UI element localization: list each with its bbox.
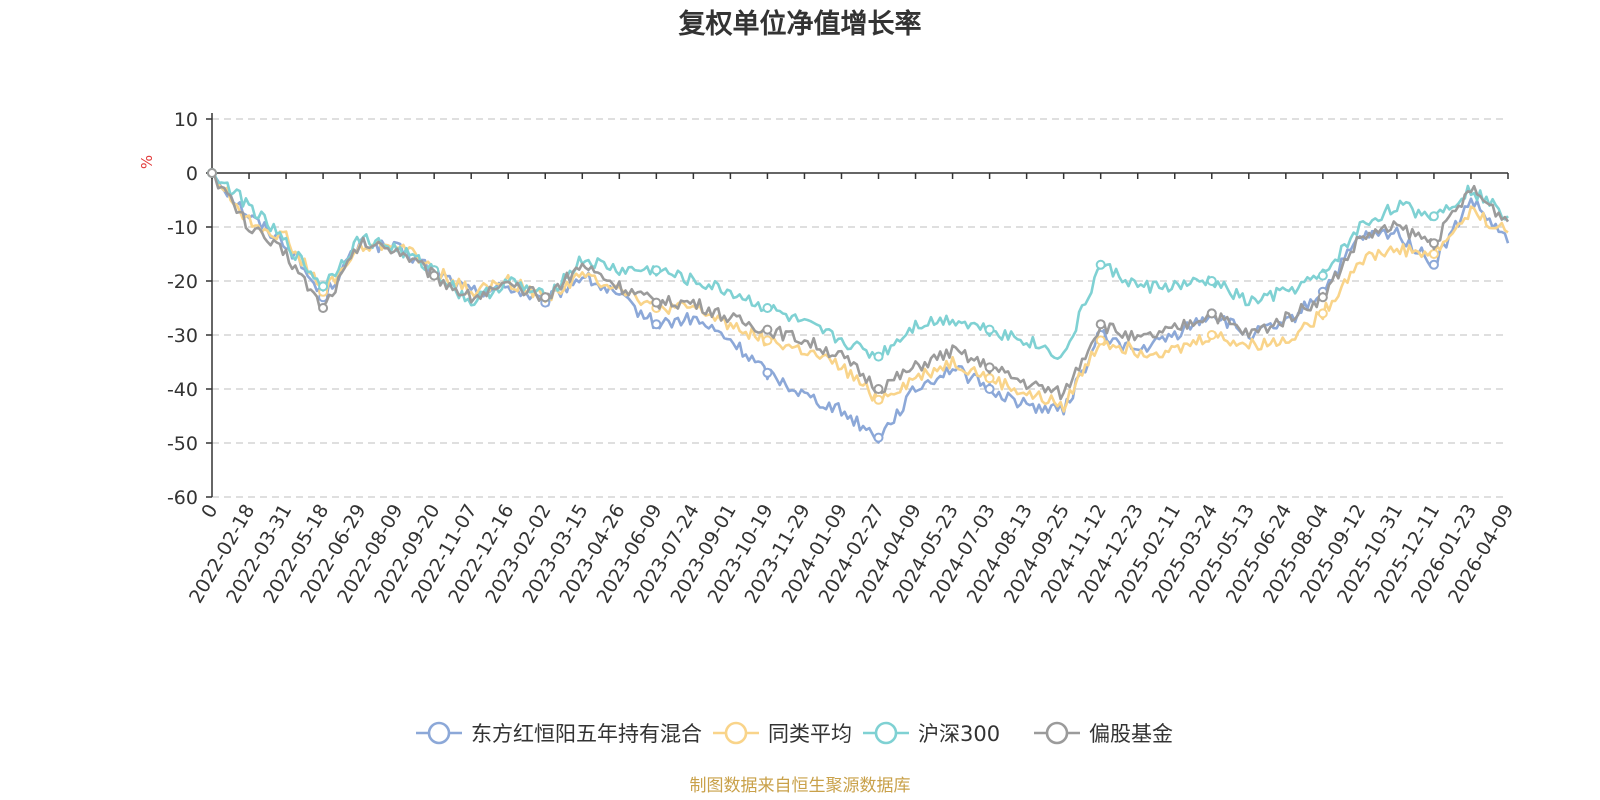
series-point [1206, 308, 1217, 319]
legend-label: 同类平均 [768, 722, 852, 746]
series-point [1206, 330, 1217, 340]
series-line [211, 172, 1509, 361]
series-lines [207, 168, 1510, 444]
series-point [651, 265, 662, 276]
x-tick-label: 0 [197, 501, 222, 522]
y-axis: 10 0 -10 -20 -30 -40 -50 -60 [167, 109, 213, 509]
series-point [984, 362, 995, 373]
y-tick-label: -60 [167, 487, 198, 509]
y-tick-label: -30 [167, 325, 198, 347]
series-point [1428, 249, 1439, 259]
series-point [318, 303, 329, 313]
legend-item[interactable]: 东方红恒阳五年持有混合 [416, 721, 702, 746]
series-point [1428, 238, 1439, 249]
series-point [1206, 276, 1217, 286]
legend-marker [724, 721, 748, 745]
series-point [984, 384, 995, 394]
grid-lines [212, 118, 1508, 498]
series-point [1317, 270, 1328, 281]
legend-item[interactable]: 同类平均 [713, 721, 852, 746]
series-line [211, 172, 1510, 444]
y-tick-label: -50 [167, 433, 198, 455]
y-tick-label: -40 [167, 379, 198, 401]
series-point [429, 270, 440, 281]
series-point [207, 168, 217, 178]
series-point [1095, 259, 1106, 270]
legend-marker [1045, 721, 1069, 745]
series-point [762, 335, 773, 346]
chart-title: 复权单位净值增长率 [679, 8, 922, 40]
source-note: 制图数据来自恒生聚源数据库 [690, 776, 911, 796]
legend-item[interactable]: 偏股基金 [1034, 721, 1173, 746]
y-tick-label: -10 [167, 217, 198, 239]
series-point [651, 297, 662, 308]
legend[interactable]: 东方红恒阳五年持有混合 同类平均 沪深300 偏股基金 [416, 721, 1173, 746]
y-tick-label: 10 [174, 109, 198, 131]
x-axis: 02022-02-182022-03-312022-05-182022-06-2… [185, 172, 1518, 607]
series-point [984, 373, 995, 384]
series-point [540, 292, 551, 303]
series-point [984, 324, 995, 335]
series-line [210, 172, 1510, 401]
legend-label: 偏股基金 [1089, 722, 1173, 746]
series-point [762, 303, 773, 313]
series-point [651, 319, 662, 330]
series-point [1317, 308, 1328, 319]
legend-marker [874, 721, 898, 745]
series-point [1095, 319, 1106, 330]
series-point [873, 394, 884, 405]
legend-label: 沪深300 [918, 722, 1000, 746]
series-point [1317, 292, 1328, 303]
series-point [1428, 259, 1439, 270]
series-point [762, 367, 773, 378]
series-point [873, 351, 884, 362]
legend-item[interactable]: 沪深300 [863, 721, 1000, 746]
y-tick-label: 0 [186, 163, 198, 185]
y-tick-label: -20 [167, 271, 198, 293]
legend-marker [427, 721, 451, 745]
series-point [318, 281, 329, 292]
y-axis-unit: % [138, 155, 156, 169]
series-point [762, 324, 773, 335]
series-point [1428, 211, 1439, 222]
legend-label: 东方红恒阳五年持有混合 [471, 722, 702, 746]
series-point [873, 432, 884, 443]
series-point [1095, 335, 1106, 346]
series-line [210, 172, 1509, 413]
series-point [873, 384, 884, 394]
